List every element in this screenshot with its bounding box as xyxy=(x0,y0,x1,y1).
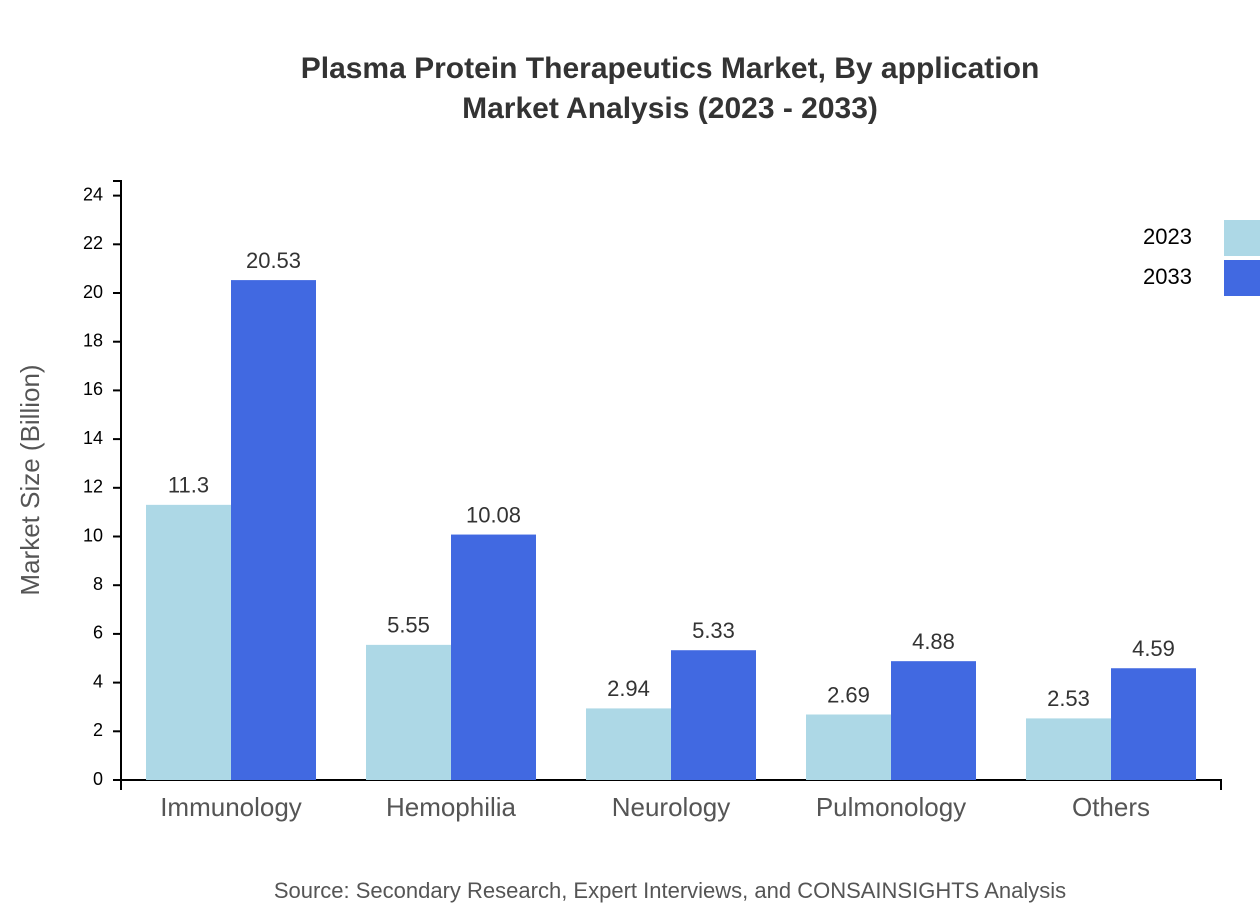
value-label: 20.53 xyxy=(246,248,301,273)
bar xyxy=(366,644,451,780)
bar xyxy=(586,708,671,780)
y-tick-label: 0 xyxy=(93,769,103,789)
y-tick-label: 16 xyxy=(83,379,103,399)
value-label: 5.33 xyxy=(692,618,735,643)
legend-label: 2033 xyxy=(1143,264,1192,289)
value-label: 2.53 xyxy=(1047,686,1090,711)
bar xyxy=(231,280,316,780)
x-tick-label: Hemophilia xyxy=(386,792,517,822)
y-tick-label: 2 xyxy=(93,720,103,740)
value-label: 4.88 xyxy=(912,629,955,654)
y-tick-label: 20 xyxy=(83,282,103,302)
x-tick-label: Immunology xyxy=(160,792,302,822)
bar xyxy=(451,534,536,780)
y-tick-label: 14 xyxy=(83,428,103,448)
bar xyxy=(1026,718,1111,780)
bar xyxy=(146,504,231,780)
value-label: 2.69 xyxy=(827,682,870,707)
legend-swatch xyxy=(1224,260,1260,296)
source-note: Source: Secondary Research, Expert Inter… xyxy=(274,878,1066,903)
y-axis-label: Market Size (Billion) xyxy=(15,364,45,595)
y-tick-label: 10 xyxy=(83,525,103,545)
value-label: 10.08 xyxy=(466,502,521,527)
x-tick-label: Others xyxy=(1072,792,1150,822)
y-tick-label: 18 xyxy=(83,330,103,350)
x-tick-label: Pulmonology xyxy=(816,792,966,822)
x-tick-label: Neurology xyxy=(612,792,731,822)
bar xyxy=(671,650,756,780)
y-tick-label: 12 xyxy=(83,477,103,497)
y-tick-label: 22 xyxy=(83,233,103,253)
chart-title: Plasma Protein Therapeutics Market, By a… xyxy=(301,52,1040,85)
y-tick-label: 8 xyxy=(93,574,103,594)
y-tick-label: 4 xyxy=(93,671,103,691)
legend-swatch xyxy=(1224,220,1260,256)
value-label: 4.59 xyxy=(1132,636,1175,661)
y-tick-label: 24 xyxy=(83,184,103,204)
value-label: 2.94 xyxy=(607,676,650,701)
bar xyxy=(1111,668,1196,780)
value-label: 5.55 xyxy=(387,613,430,638)
bar xyxy=(891,661,976,780)
value-label: 11.3 xyxy=(168,473,209,498)
legend-label: 2023 xyxy=(1143,224,1192,249)
chart-subtitle: Market Analysis (2023 - 2033) xyxy=(462,92,878,125)
y-tick-label: 6 xyxy=(93,623,103,643)
bar xyxy=(806,714,891,780)
